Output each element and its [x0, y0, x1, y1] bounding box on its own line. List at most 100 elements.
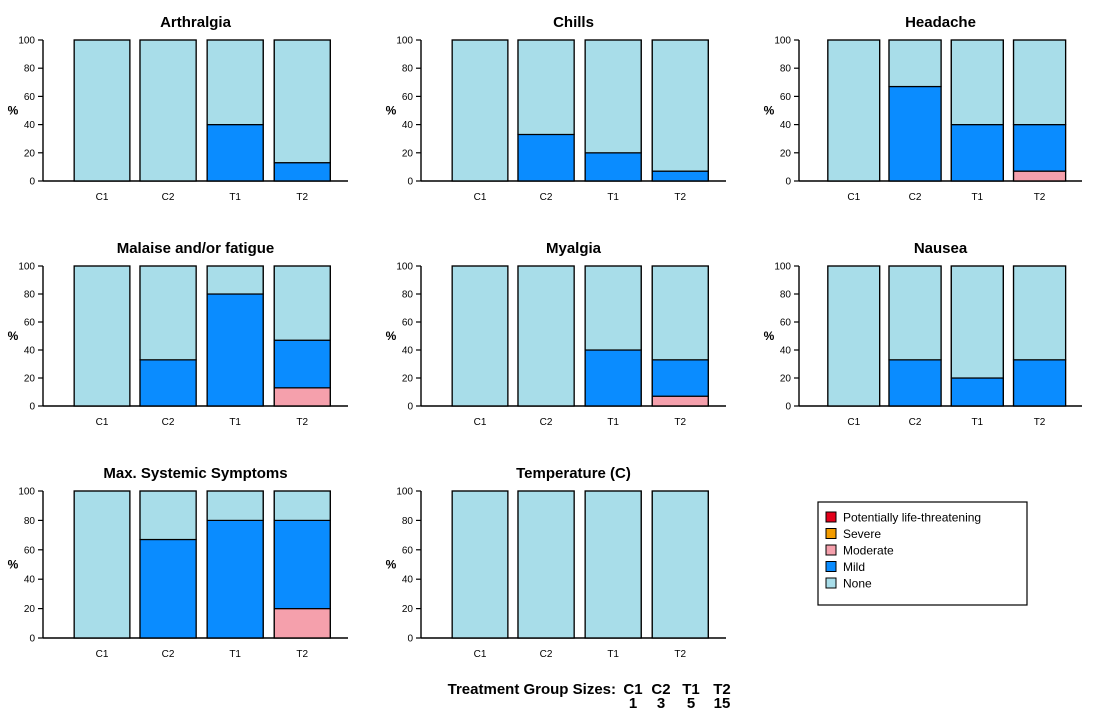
panel-title: Malaise and/or fatigue [117, 240, 275, 257]
y-tick-label: 40 [24, 346, 36, 357]
y-tick-label: 80 [402, 516, 414, 527]
bar-outline-c2 [517, 39, 575, 182]
panel-title: Myalgia [546, 240, 602, 257]
legend-label-severe: Severe [843, 527, 881, 541]
y-axis-label: % [386, 558, 397, 572]
y-tick-label: 40 [780, 120, 792, 131]
x-tick-label: T1 [607, 417, 619, 428]
y-tick-label: 20 [24, 604, 36, 615]
x-tick-label: C2 [540, 649, 553, 660]
x-tick-label: T1 [607, 192, 619, 203]
y-tick-label: 0 [29, 177, 35, 188]
bar-segment-none-t1 [584, 490, 642, 639]
bar-outline-c2 [139, 265, 197, 407]
bar-segment-mild-t2 [1012, 123, 1067, 172]
bar-outline-t2 [651, 265, 709, 407]
bar-outline-c1 [73, 39, 131, 182]
y-tick-label: 60 [24, 318, 36, 329]
bar-outline-t1 [950, 39, 1004, 182]
x-tick-label: C2 [909, 192, 922, 203]
panel-title: Headache [905, 14, 976, 31]
panel-nausea: Nausea 0 20 40 60 80 100% C1 C2 T1 T2 [764, 240, 1082, 428]
y-tick-label: 100 [396, 262, 413, 273]
bar-segment-none-c2 [517, 490, 575, 639]
panel-headache: Headache 0 20 40 60 80 100% C1 C2 T1 T2 [764, 14, 1082, 203]
y-tick-label: 0 [407, 402, 413, 413]
bar-outline-c2 [517, 490, 575, 639]
bar-segment-none-c2 [517, 265, 575, 407]
y-tick-label: 60 [24, 545, 36, 556]
bar-outline-c2 [139, 39, 197, 182]
group-size-c2: 3 [657, 695, 665, 712]
bar-segment-none-t2 [273, 265, 331, 341]
bar-segment-moderate-t2 [651, 395, 709, 407]
bar-segment-mild-t1 [206, 519, 264, 639]
bar-segment-none-t1 [584, 39, 642, 154]
y-tick-label: 0 [785, 177, 791, 188]
y-tick-label: 20 [402, 148, 414, 159]
x-tick-label: C1 [96, 649, 109, 660]
bar-outline-c2 [888, 39, 942, 182]
bar-segment-none-t2 [651, 39, 709, 172]
bar-outline-t2 [651, 39, 709, 182]
y-tick-label: 0 [785, 402, 791, 413]
y-tick-label: 20 [402, 374, 414, 385]
legend-label-none: None [843, 577, 872, 591]
bar-segment-none-t1 [950, 265, 1004, 379]
bar-segment-none-t1 [206, 490, 264, 521]
bar-segment-mild-c2 [517, 133, 575, 182]
bar-outline-t1 [584, 265, 642, 407]
group-name-c1: C1 [623, 681, 642, 698]
bar-segment-none-c1 [451, 39, 509, 182]
x-tick-label: T1 [229, 192, 241, 203]
bar-outline-t2 [1012, 265, 1067, 407]
group-name-c2: C2 [651, 681, 670, 698]
y-tick-label: 40 [780, 346, 792, 357]
y-tick-label: 80 [402, 290, 414, 301]
bar-segment-none-t2 [651, 265, 709, 361]
bar-outline-c1 [73, 265, 131, 407]
y-tick-label: 0 [407, 177, 413, 188]
y-tick-label: 40 [24, 120, 36, 131]
legend-label-mild: Mild [843, 560, 865, 574]
bar-outline-t1 [950, 265, 1004, 407]
x-tick-label: C1 [847, 192, 860, 203]
legend-swatch-none [825, 577, 837, 589]
legend-label-moderate: Moderate [843, 544, 894, 558]
y-tick-label: 80 [24, 516, 36, 527]
x-tick-label: T1 [229, 417, 241, 428]
bar-segment-moderate-t2 [1012, 170, 1067, 182]
y-tick-label: 60 [780, 318, 792, 329]
panel-title: Max. Systemic Symptoms [103, 465, 287, 482]
y-tick-label: 20 [24, 374, 36, 385]
x-tick-label: T1 [229, 649, 241, 660]
bar-outline-t1 [206, 265, 264, 407]
y-tick-label: 100 [774, 36, 791, 47]
x-tick-label: T2 [296, 649, 308, 660]
x-tick-label: C1 [474, 649, 487, 660]
y-tick-label: 20 [780, 148, 792, 159]
bar-segment-none-c1 [451, 490, 509, 639]
bar-segment-mild-t1 [950, 377, 1004, 407]
x-tick-label: T2 [1034, 417, 1046, 428]
bar-segment-mild-t2 [273, 519, 331, 610]
x-tick-label: T2 [674, 649, 686, 660]
y-tick-label: 100 [18, 36, 35, 47]
legend: Potentially life-threatening Severe Modera… [817, 501, 1028, 606]
x-tick-label: T1 [607, 649, 619, 660]
y-tick-label: 40 [402, 120, 414, 131]
bar-outline-t1 [584, 490, 642, 639]
bar-outline-c2 [517, 265, 575, 407]
bar-outline-c1 [827, 265, 881, 407]
bar-segment-mild-c2 [139, 359, 197, 407]
group-sizes-label: Treatment Group Sizes: [448, 681, 616, 698]
bar-outline-c1 [451, 265, 509, 407]
y-tick-label: 20 [402, 604, 414, 615]
x-tick-label: C2 [162, 649, 175, 660]
x-tick-label: T1 [971, 417, 983, 428]
panel-myalgia: Myalgia 0 20 40 60 80 100% C1 C2 T1 T2 [386, 240, 726, 428]
panel-temperature-c: Temperature (C) 0 20 40 60 80 100% C1 C2 T1 T2 [386, 465, 726, 660]
bar-segment-mild-t2 [273, 162, 331, 182]
bar-segment-mild-t1 [584, 349, 642, 407]
bar-segment-none-c1 [73, 39, 131, 182]
